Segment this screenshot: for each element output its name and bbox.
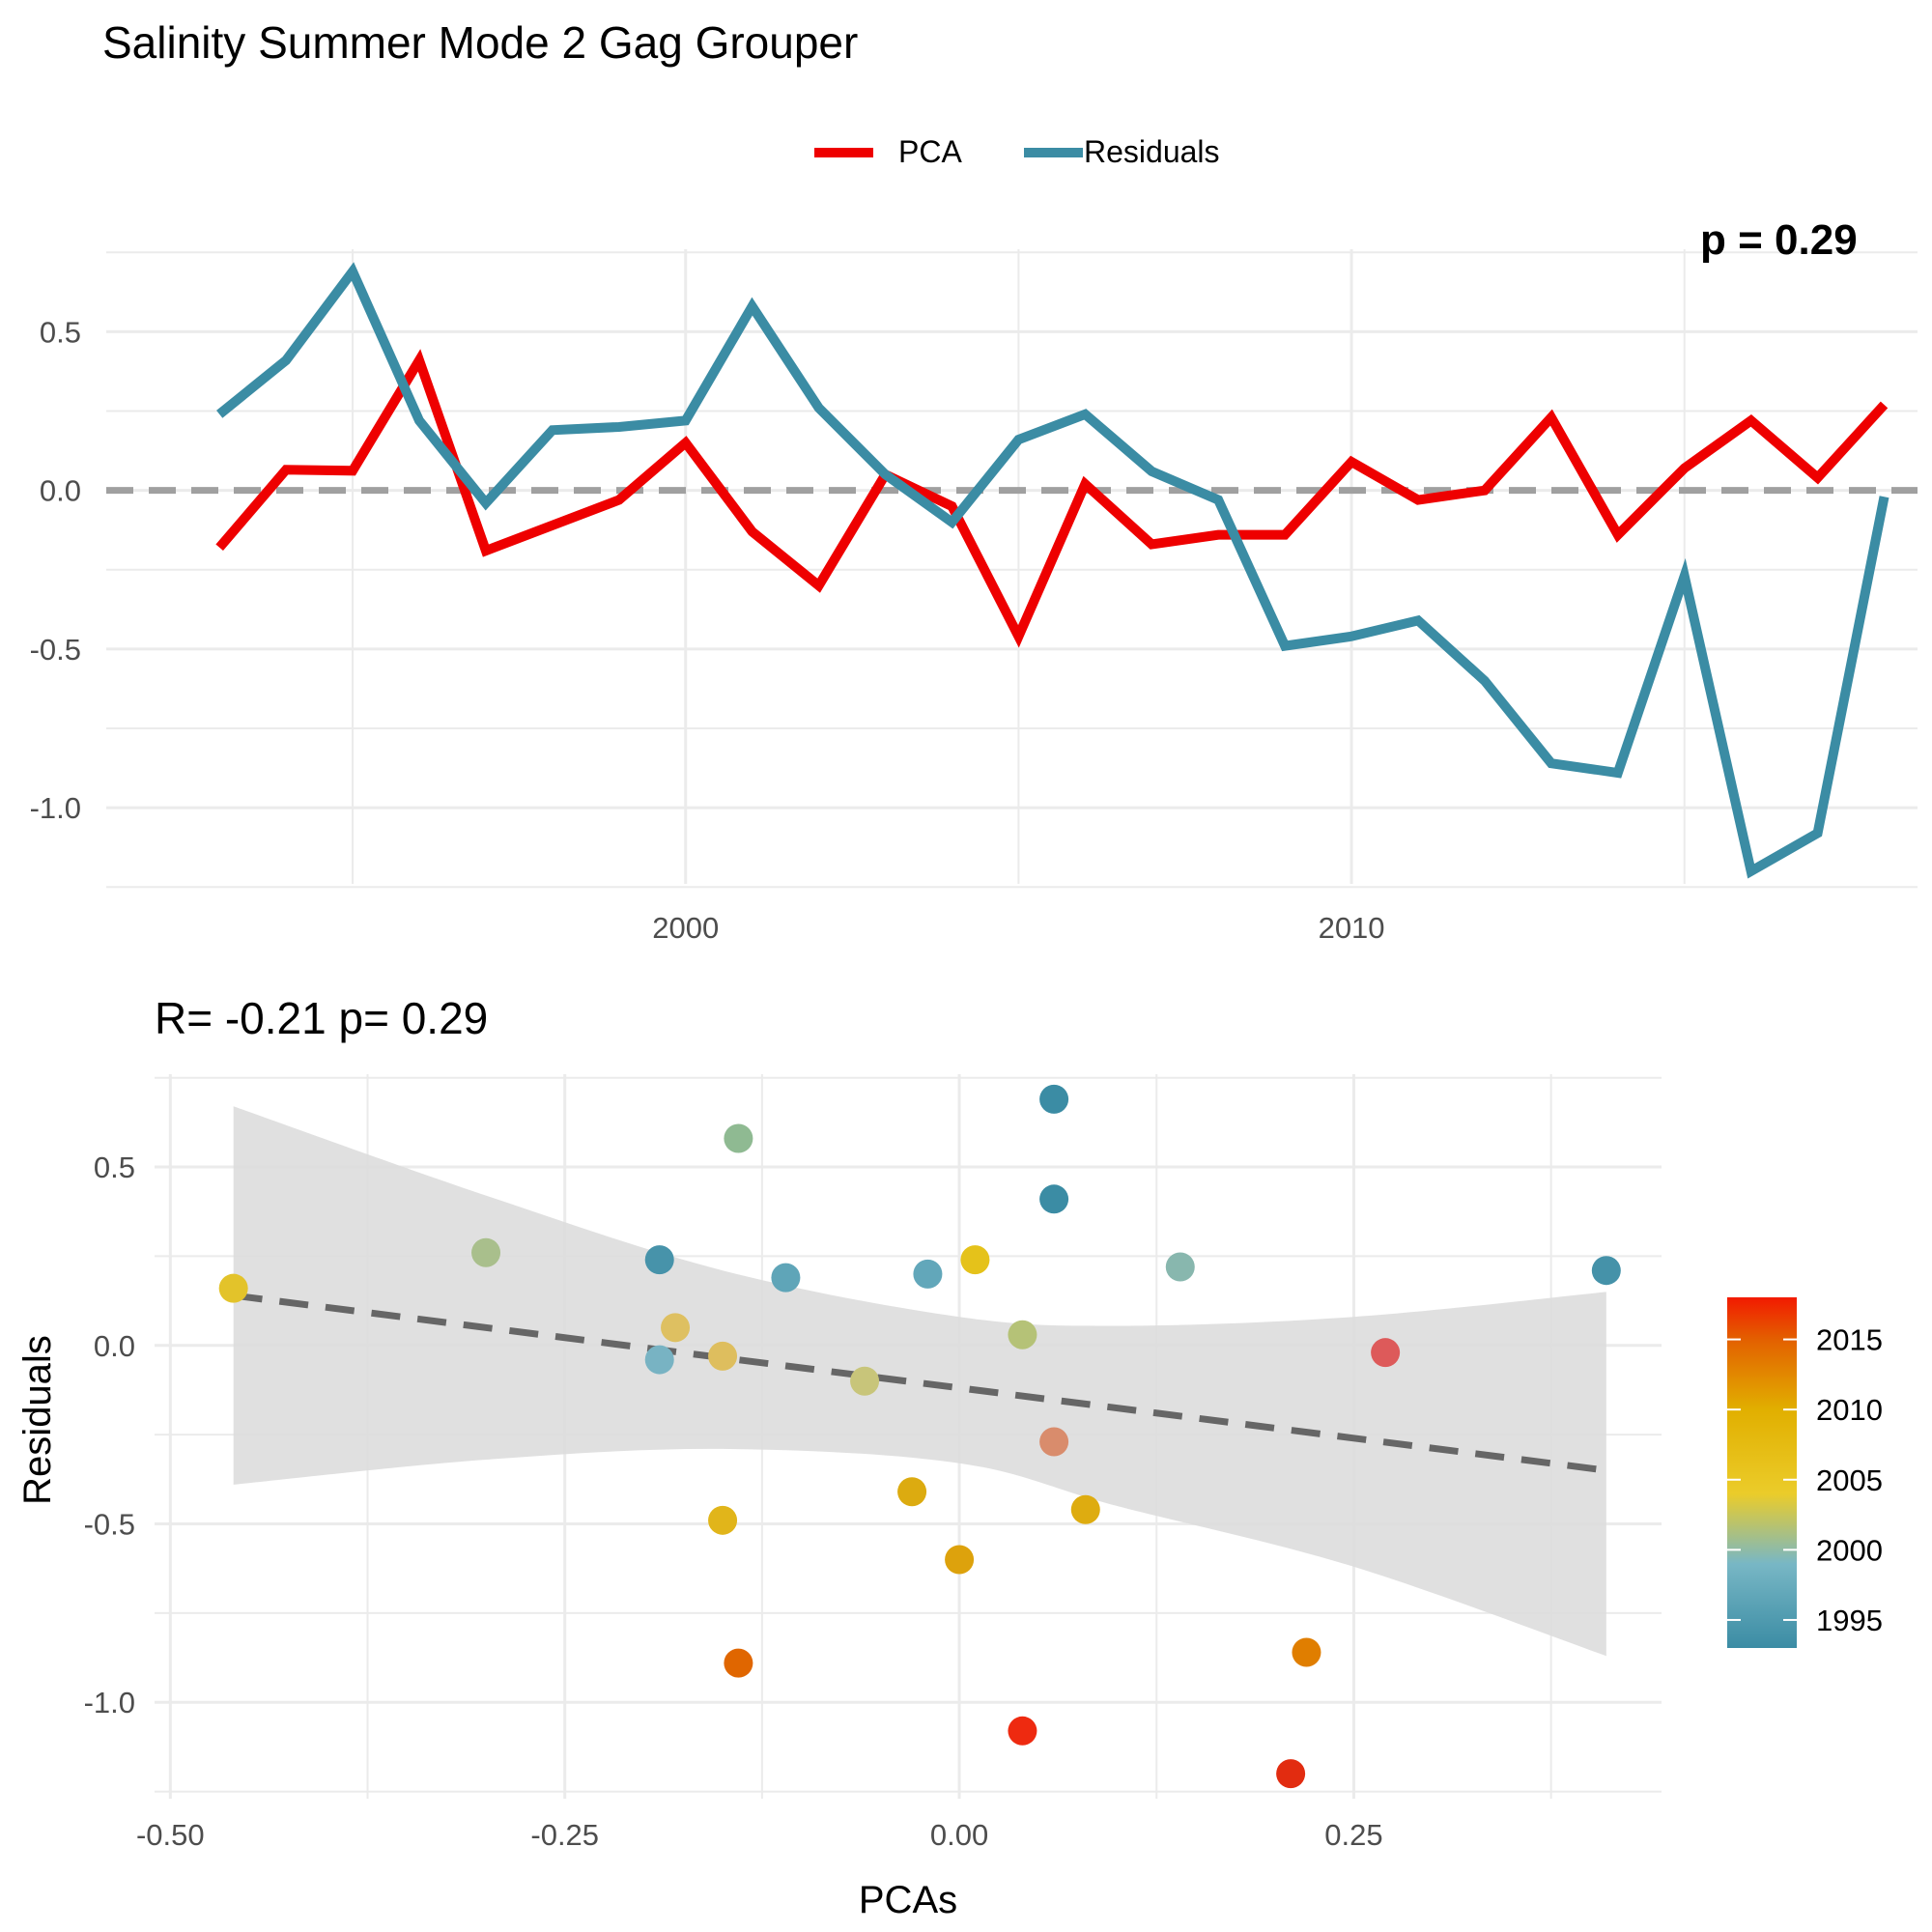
y-tick-label: -1.0 — [84, 1686, 135, 1719]
y-tick-label: -0.5 — [30, 633, 81, 667]
scatter-points — [218, 1084, 1621, 1789]
scatter-point — [1165, 1252, 1195, 1282]
confidence-band — [233, 1106, 1606, 1657]
scatter-point — [1070, 1494, 1100, 1524]
scatter-point — [471, 1237, 501, 1267]
scatter-point — [708, 1505, 738, 1535]
scatter-point — [1008, 1716, 1037, 1746]
scatter-point — [1039, 1084, 1069, 1114]
y-tick-label: -1.0 — [30, 791, 81, 825]
scatter-point — [218, 1273, 248, 1303]
colorbar: 2015 2010 2005 2000 1995 — [1727, 1297, 1883, 1648]
legend: PCA Residuals — [814, 134, 1220, 169]
timeseries-panel: 0.5 0.0 -0.5 -1.0 2000 2010 p = 0.29 — [30, 216, 1918, 945]
y-tick-label: 0.5 — [40, 315, 81, 349]
x-tick-label: 2000 — [652, 911, 719, 945]
scatter-point — [708, 1341, 738, 1371]
scatter-point — [1008, 1320, 1037, 1350]
scatter-point — [661, 1313, 691, 1343]
legend-label-residuals: Residuals — [1084, 134, 1220, 169]
colorbar-tick-label: 2000 — [1816, 1533, 1883, 1567]
confidence-band-area — [233, 1106, 1606, 1657]
legend-label-pca: PCA — [898, 134, 962, 169]
scatter-point — [644, 1345, 674, 1375]
scatter-point — [1039, 1184, 1069, 1214]
x-tick-label: -0.25 — [530, 1818, 599, 1852]
y-tick-label: 0.5 — [94, 1151, 135, 1184]
x-tick-label: 0.25 — [1324, 1818, 1382, 1852]
scatter-point — [724, 1123, 753, 1153]
scatter-point — [1591, 1256, 1621, 1286]
colorbar-tick-label: 2005 — [1816, 1463, 1883, 1497]
scatter-ticks: 0.5 0.0 -0.5 -1.0 -0.50 -0.25 0.00 0.25 — [84, 1151, 1383, 1852]
timeseries-corner-annotation: p = 0.29 — [1700, 216, 1858, 264]
scatter-point — [644, 1245, 674, 1275]
figure-title: Salinity Summer Mode 2 Gag Grouper — [102, 17, 858, 68]
scatter-panel: R= -0.21 p= 0.29 0.5 0.0 -0.5 -1.0 -0.50 -0.2… — [16, 993, 1883, 1921]
timeseries-lines — [215, 262, 1889, 879]
scatter-point — [1371, 1338, 1401, 1368]
scatter-point — [945, 1545, 975, 1575]
scatter-point — [960, 1245, 990, 1275]
y-axis-label: Residuals — [16, 1335, 59, 1505]
colorbar-tick-label: 1995 — [1816, 1604, 1883, 1637]
scatter-point — [1039, 1427, 1069, 1457]
scatter-title: R= -0.21 p= 0.29 — [155, 993, 488, 1043]
y-tick-label: 0.0 — [40, 474, 81, 508]
scatter-point — [771, 1263, 801, 1293]
y-tick-label: 0.0 — [94, 1329, 135, 1363]
x-tick-label: -0.50 — [136, 1818, 205, 1852]
x-tick-label: 0.00 — [930, 1818, 988, 1852]
x-tick-label: 2010 — [1319, 911, 1385, 945]
colorbar-gradient — [1727, 1297, 1797, 1648]
x-axis-label: PCAs — [859, 1879, 957, 1921]
series-line-pca — [215, 349, 1889, 648]
scatter-point — [724, 1648, 753, 1678]
timeseries-grid — [106, 249, 1918, 889]
scatter-point — [1292, 1637, 1321, 1667]
y-tick-label: -0.5 — [84, 1508, 135, 1542]
scatter-point — [913, 1259, 943, 1289]
timeseries-ticks: 0.5 0.0 -0.5 -1.0 2000 2010 — [30, 315, 1385, 945]
scatter-point — [850, 1366, 880, 1396]
scatter-point — [1276, 1759, 1306, 1789]
colorbar-tick-label: 2015 — [1816, 1323, 1883, 1357]
scatter-point — [897, 1477, 927, 1507]
series-line-residuals — [216, 262, 1889, 879]
colorbar-tick-label: 2010 — [1816, 1393, 1883, 1427]
